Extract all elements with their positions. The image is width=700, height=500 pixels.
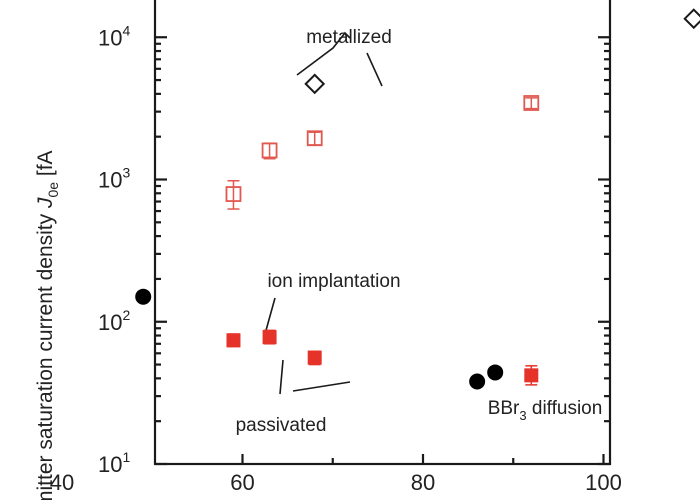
annotation-leader (264, 297, 276, 335)
annotation-leader (366, 52, 383, 87)
plot-frame (153, 0, 612, 466)
y-tick-label: 104 (98, 22, 130, 50)
annotation-leader (292, 381, 351, 392)
annotation-metallized: metallized (306, 27, 392, 48)
data-point-open-diamond (683, 8, 700, 30)
annotations: metallized ion implantation passivated B… (236, 27, 603, 436)
x-tick-label: 40 (50, 470, 74, 495)
axis-ticks: 406080100120140101102103104 (50, 22, 622, 495)
y-tick-label: 103 (98, 165, 130, 193)
annotation-ion-implantation: ion implantation (267, 271, 400, 292)
y-tick-label: 102 (98, 307, 130, 335)
data-point-filled-square (262, 330, 277, 345)
x-tick-label: 100 (585, 470, 622, 495)
x-tick-label: 80 (411, 470, 435, 495)
x-tick-label: 60 (230, 470, 254, 495)
data-point-open-diamond (304, 73, 326, 95)
y-tick-label: 101 (98, 449, 130, 477)
data-marks (135, 8, 700, 390)
data-point-filled-circle (135, 288, 152, 305)
data-point-filled-square (307, 350, 322, 365)
data-point-open-square (523, 95, 540, 111)
data-point-filled-square (524, 368, 539, 383)
data-point-open-square (261, 142, 278, 159)
data-point-filled-circle (487, 364, 504, 381)
annotation-leader (296, 31, 351, 76)
data-point-filled-circle (469, 373, 486, 390)
data-point-open-square (225, 186, 242, 202)
data-point-open-square (306, 130, 323, 147)
annotation-passivated: passivated (236, 415, 327, 436)
annotation-bbr3-diffusion: BBr3 diffusion (488, 398, 603, 423)
axes-frame (153, 0, 612, 466)
data-point-filled-square (226, 333, 241, 348)
annotation-leader (279, 359, 284, 395)
annotation-leaders (264, 31, 383, 395)
y-axis-title: mitter saturation current density J0e [f… (34, 150, 61, 500)
